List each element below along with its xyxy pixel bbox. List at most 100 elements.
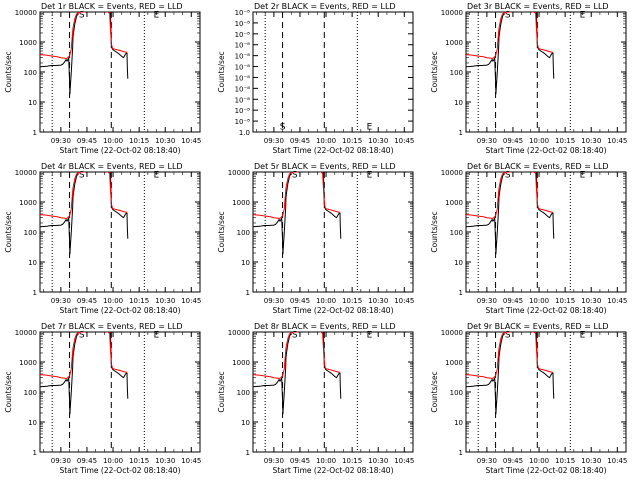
series-line-events: [253, 332, 299, 415]
series-line-lld: [253, 332, 299, 380]
x-tick-label: 10:00: [103, 457, 123, 465]
x-tick-label: 09:30: [51, 297, 71, 305]
x-axis-label: Start Time (22-Oct-02 08:18:40): [485, 306, 606, 315]
panel-title: Det 7r BLACK = Events, RED = LLD: [41, 322, 183, 331]
x-axis-label: Start Time (22-Oct-02 08:18:40): [272, 306, 393, 315]
x-axis-label: Start Time (22-Oct-02 08:18:40): [272, 146, 393, 155]
x-tick-label: 10:30: [368, 137, 388, 145]
x-tick-label: 09:45: [77, 457, 97, 465]
y-tick-label: 1: [459, 129, 463, 137]
panel-title: Det 5r BLACK = Events, RED = LLD: [254, 162, 396, 171]
annotation-s: S: [79, 10, 85, 20]
x-tick-label: 10:30: [581, 457, 601, 465]
y-axis-label: Counts/sec: [430, 211, 439, 252]
y-tick-label: 10000: [228, 329, 250, 337]
y-tick-label: 10: [28, 99, 37, 107]
x-tick-label: 09:45: [290, 297, 310, 305]
x-tick-label: 10:00: [529, 137, 549, 145]
y-tick-label: 10000: [441, 329, 463, 337]
y-tick-label: 100: [24, 229, 37, 237]
annotation-e: E: [154, 330, 160, 340]
x-tick-label: 10:00: [103, 297, 123, 305]
x-tick-label: 09:45: [503, 297, 523, 305]
y-tick-label: 1000: [232, 199, 250, 207]
y-axis-label: Counts/sec: [217, 371, 226, 412]
y-tick-label: 1: [459, 289, 463, 297]
x-tick-label: 10:15: [555, 297, 575, 305]
y-tick-label: 1000: [445, 199, 463, 207]
y-axis-label: Counts/sec: [4, 211, 13, 252]
y-tick-label: 100: [237, 229, 250, 237]
panel-title: Det 9r BLACK = Events, RED = LLD: [467, 322, 609, 331]
panel-det-2: Det 2r BLACK = Events, RED = LLD 1.0 10⁻⁸ 1…: [217, 2, 414, 155]
series-line-lld: [106, 12, 128, 53]
x-tick-label: 09:45: [77, 137, 97, 145]
panel-det-4: Det 4r BLACK = Events, RED = LLD 1 10 100 10…: [4, 162, 201, 315]
x-tick-label: 10:15: [342, 297, 362, 305]
series-line-lld: [532, 172, 554, 213]
x-tick-label: 09:30: [264, 457, 284, 465]
x-tick-label: 10:15: [555, 137, 575, 145]
x-tick-label: 10:45: [394, 297, 414, 305]
y-tick-label: 10000: [15, 329, 37, 337]
annotation-e: E: [154, 10, 160, 20]
y-axis-label: Counts/sec: [430, 371, 439, 412]
x-tick-label: 09:30: [477, 297, 497, 305]
x-tick-label: 10:30: [368, 457, 388, 465]
y-tick-label: 100: [24, 389, 37, 397]
series-line-lld: [106, 172, 128, 213]
y-tick-label: 10⁻⁸: [235, 31, 251, 39]
y-axis-label: Counts/sec: [430, 51, 439, 92]
y-tick-label: 1000: [19, 359, 37, 367]
series-line-lld: [40, 172, 86, 220]
y-tick-label: 10: [454, 99, 463, 107]
panel-title: Det 3r BLACK = Events, RED = LLD: [467, 2, 609, 11]
annotation-e: E: [580, 10, 586, 20]
x-tick-label: 10:45: [394, 457, 414, 465]
series-line-events: [40, 12, 86, 95]
panel-det-9: Det 9r BLACK = Events, RED = LLD 1 10 100 10…: [430, 322, 627, 475]
x-tick-label: 10:00: [316, 297, 336, 305]
panel-det-5: Det 5r BLACK = Events, RED = LLD 1 10 100 10…: [217, 162, 414, 315]
y-tick-label: 10000: [441, 9, 463, 17]
series-line-lld: [253, 172, 299, 220]
y-tick-label: 1000: [19, 199, 37, 207]
x-tick-label: 10:15: [342, 457, 362, 465]
annotation-s: S: [505, 10, 511, 20]
y-axis-label: Counts/sec: [217, 211, 226, 252]
series-line-events: [535, 172, 555, 239]
y-tick-label: 10: [454, 259, 463, 267]
x-tick-label: 09:45: [503, 457, 523, 465]
x-tick-label: 10:30: [368, 297, 388, 305]
panel-title: Det 6r BLACK = Events, RED = LLD: [467, 162, 609, 171]
panel-det-7: Det 7r BLACK = Events, RED = LLD 1 10 100 10…: [4, 322, 201, 475]
y-tick-label: 10: [241, 259, 250, 267]
series-line-events: [109, 172, 129, 239]
series-line-events: [40, 332, 86, 415]
y-tick-label: 10: [28, 259, 37, 267]
x-tick-label: 10:30: [581, 137, 601, 145]
annotation-s: S: [79, 170, 85, 180]
y-tick-label: 10: [28, 419, 37, 427]
panel-title: Det 8r BLACK = Events, RED = LLD: [254, 322, 396, 331]
series-line-lld: [532, 332, 554, 373]
y-tick-label: 1: [33, 289, 37, 297]
y-tick-label: 1: [33, 129, 37, 137]
x-tick-label: 10:15: [129, 297, 149, 305]
x-tick-label: 10:45: [607, 297, 627, 305]
y-tick-label: 10⁻⁸: [235, 96, 251, 104]
x-tick-label: 10:45: [181, 137, 201, 145]
x-tick-label: 10:15: [129, 457, 149, 465]
series-line-lld: [466, 12, 512, 60]
y-tick-label: 1000: [19, 39, 37, 47]
y-tick-label: 10⁻⁸: [235, 42, 251, 50]
x-tick-label: 10:45: [607, 457, 627, 465]
annotation-s: S: [505, 330, 511, 340]
annotation-s: S: [292, 330, 298, 340]
y-tick-label: 1000: [232, 359, 250, 367]
y-tick-label: 1: [459, 449, 463, 457]
series-line-events: [535, 12, 555, 79]
y-tick-label: 10: [454, 419, 463, 427]
series-line-lld: [466, 172, 512, 220]
